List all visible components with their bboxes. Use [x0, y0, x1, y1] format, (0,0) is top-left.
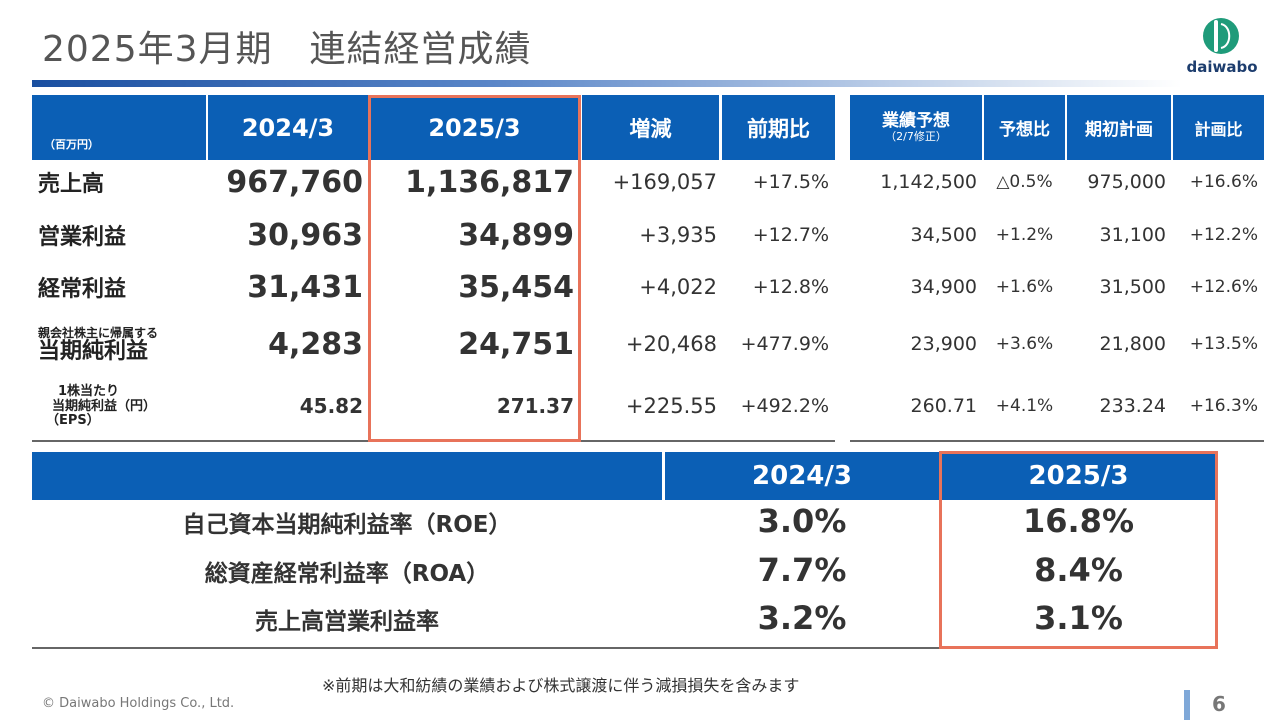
ratio-current-year-highlight	[939, 451, 1218, 649]
ratio-col-header-prev: 2024/3	[665, 452, 939, 500]
ordinary-income-vs-forecast: +1.6%	[995, 277, 1054, 297]
eps-plan: 233.24	[1099, 395, 1166, 417]
roa-prev: 7.7%	[757, 551, 847, 589]
sales-yoy: +17.5%	[752, 171, 829, 193]
operating-income-curr: 34,899	[458, 217, 574, 253]
net-income-change: +20,468	[625, 332, 717, 356]
forecast-note: （2/7修正）	[885, 129, 947, 143]
operating-income-yoy: +12.7%	[752, 224, 829, 246]
eps-yoy: +492.2%	[740, 395, 829, 417]
col-header-vs-forecast: 予想比	[984, 95, 1065, 160]
row-label-operating-income: 営業利益	[38, 225, 127, 250]
ratio-label-operating-margin: 売上高営業利益率	[255, 609, 439, 635]
net-income-vs-plan: +13.5%	[1189, 334, 1258, 354]
roe-prev: 3.0%	[757, 502, 847, 540]
col-header-prev: 2024/3	[208, 95, 368, 160]
current-year-highlight	[368, 95, 581, 442]
sales-vs-forecast: △0.5%	[996, 172, 1053, 192]
col-header-change: 増減	[582, 95, 719, 160]
page-number: 6	[1212, 692, 1226, 716]
eps-curr: 271.37	[496, 394, 574, 418]
operating-income-forecast: 34,500	[910, 224, 977, 246]
eps-vs-plan: +16.3%	[1189, 396, 1258, 416]
ordinary-income-curr: 35,454	[458, 269, 574, 305]
roa-curr: 8.4%	[1034, 551, 1123, 589]
net-income-label: 当期純利益	[38, 339, 149, 365]
ordinary-income-yoy: +12.8%	[752, 276, 829, 298]
eps-label-line2: 当期純利益（円）	[52, 398, 157, 414]
col-header-yoy: 前期比	[722, 95, 835, 160]
operating-income-prev: 30,963	[247, 217, 363, 253]
logo-mark-icon	[1203, 18, 1239, 54]
net-income-plan: 21,800	[1099, 333, 1166, 355]
col-header-initial-plan: 期初計画	[1067, 95, 1171, 160]
operating-income-vs-forecast: +1.2%	[995, 225, 1054, 245]
col-header-forecast: 業績予想 （2/7修正）	[850, 95, 982, 160]
operating-income-vs-plan: +12.2%	[1189, 225, 1258, 245]
footnote: ※前期は大和紡績の業績および株式譲渡に伴う減損損失を含みます	[322, 676, 800, 695]
ratio-label-roa: 総資産経常利益率（ROA）	[204, 561, 490, 587]
operating-margin-curr: 3.1%	[1034, 599, 1123, 637]
title-underline	[32, 80, 1182, 87]
col-header-vs-plan: 計画比	[1173, 95, 1264, 160]
row-label-sales: 売上高	[38, 172, 105, 197]
net-income-prev: 4,283	[268, 326, 363, 362]
sales-change: +169,057	[612, 170, 717, 194]
ratio-col-header-curr: 2025/3	[941, 452, 1216, 500]
ordinary-income-vs-plan: +12.6%	[1189, 277, 1258, 297]
roe-curr: 16.8%	[1022, 502, 1134, 540]
logo-wordmark: daiwabo	[1186, 58, 1258, 76]
eps-change: +225.55	[625, 394, 717, 418]
ordinary-income-plan: 31,500	[1099, 276, 1166, 298]
sales-vs-plan: +16.6%	[1189, 172, 1258, 192]
ratio-label-roe: 自己資本当期純利益率（ROE）	[182, 512, 512, 538]
ratio-table-bottom-rule	[32, 647, 1218, 649]
unit-label: （百万円）	[32, 95, 206, 160]
net-income-yoy: +477.9%	[740, 333, 829, 355]
ratio-header-blank	[32, 452, 662, 500]
row-label-net-income: 親会社株主に帰属する 当期純利益	[38, 320, 158, 370]
eps-forecast: 260.71	[910, 395, 977, 417]
sales-curr: 1,136,817	[405, 164, 574, 200]
sales-plan: 975,000	[1087, 171, 1166, 193]
copyright: © Daiwabo Holdings Co., Ltd.	[42, 696, 235, 711]
page-title: 2025年3月期 連結経営成績	[42, 29, 532, 70]
net-income-curr: 24,751	[458, 326, 574, 362]
operating-income-change: +3,935	[639, 223, 717, 247]
eps-prev: 45.82	[299, 394, 363, 418]
net-income-vs-forecast: +3.6%	[995, 334, 1054, 354]
net-income-forecast: 23,900	[910, 333, 977, 355]
net-income-prefix: 親会社株主に帰属する	[38, 325, 159, 340]
page-number-bar	[1184, 690, 1190, 720]
sales-forecast: 1,142,500	[880, 171, 977, 193]
sales-prev: 967,760	[226, 164, 363, 200]
eps-label-line3: （EPS）	[46, 413, 100, 429]
forecast-table-bottom-rule	[850, 440, 1264, 442]
company-logo: daiwabo	[1186, 16, 1258, 78]
ordinary-income-forecast: 34,900	[910, 276, 977, 298]
ordinary-income-prev: 31,431	[247, 269, 363, 305]
operating-income-plan: 31,100	[1099, 224, 1166, 246]
ordinary-income-change: +4,022	[639, 275, 717, 299]
operating-margin-prev: 3.2%	[757, 599, 847, 637]
row-label-eps: 1株当たり 当期純利益（円） （EPS）	[46, 381, 157, 433]
col-header-curr: 2025/3	[370, 95, 579, 160]
forecast-label: 業績予想	[882, 111, 950, 132]
eps-label-line1: 1株当たり	[58, 383, 120, 399]
eps-vs-forecast: +4.1%	[995, 396, 1054, 416]
row-label-ordinary-income: 経常利益	[38, 277, 127, 302]
